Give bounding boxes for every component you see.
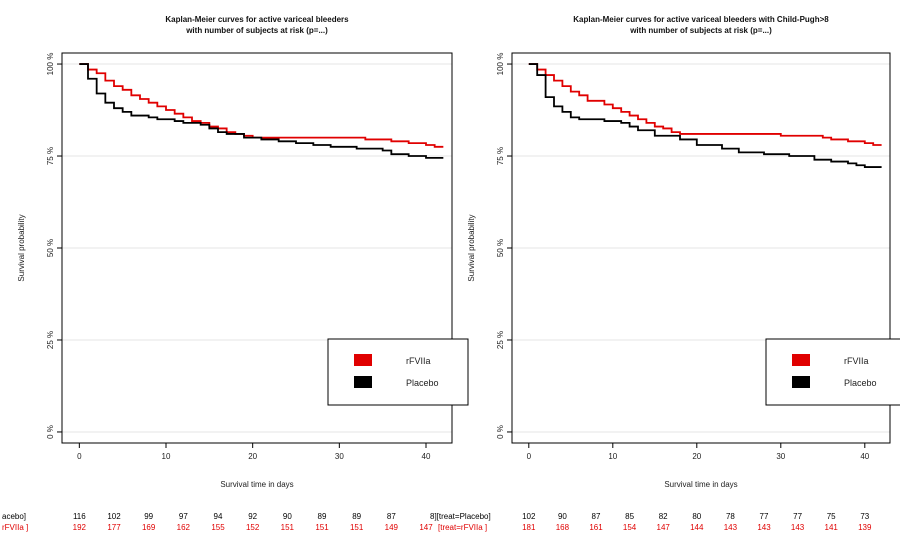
at-risk-rfviia: 149 (385, 523, 399, 532)
legend-swatch-rfviia (354, 354, 372, 366)
at-risk-rfviia: 143 (724, 523, 738, 532)
chart-subtitle: with number of subjects at risk (p=...) (629, 26, 772, 35)
at-risk-rfviia: 151 (350, 523, 364, 532)
at-risk-rfviia: 169 (142, 523, 156, 532)
y-tick-label: 0 % (496, 425, 505, 439)
at-risk-rfviia: 151 (315, 523, 329, 532)
y-tick-label: 100 % (496, 53, 505, 76)
x-tick-label: 30 (335, 452, 344, 461)
at-risk-rfviia: 154 (623, 523, 637, 532)
at-risk-placebo: 87 (592, 512, 601, 521)
legend-label-placebo: Placebo (406, 378, 439, 388)
at-risk-rfviia: 181 (522, 523, 536, 532)
y-tick-label: 75 % (496, 147, 505, 165)
y-axis-label: Survival probability (467, 214, 476, 281)
at-risk-label-placebo: acebo] (2, 512, 26, 521)
legend-box (765, 338, 900, 406)
y-tick-label: 50 % (496, 239, 505, 257)
y-tick-label: 25 % (496, 331, 505, 349)
y-axis-label: Survival probability (17, 214, 26, 281)
x-tick-label: 20 (692, 452, 701, 461)
x-tick-label: 0 (77, 452, 82, 461)
survival-curve-rfviia (528, 63, 882, 146)
x-tick-label: 10 (162, 452, 171, 461)
y-tick-label: 0 % (46, 425, 55, 439)
at-risk-placebo: 82 (659, 512, 668, 521)
at-risk-placebo: 90 (283, 512, 292, 521)
at-risk-placebo: 77 (760, 512, 769, 521)
survival-curve-rfviia (79, 63, 444, 148)
legend-swatch-placebo (792, 376, 810, 388)
legend-swatch-rfviia (792, 354, 810, 366)
x-tick-label: 10 (608, 452, 617, 461)
at-risk-placebo: 89 (318, 512, 327, 521)
at-risk-placebo: 75 (827, 512, 836, 521)
at-risk-placebo: 80 (692, 512, 701, 521)
at-risk-placebo: 102 (522, 512, 536, 521)
at-risk-rfviia: 147 (419, 523, 433, 532)
survival-curve-placebo (528, 63, 882, 168)
chart-title: Kaplan-Meier curves for active variceal … (573, 15, 829, 24)
legend-swatch-placebo (354, 376, 372, 388)
at-risk-placebo: 78 (726, 512, 735, 521)
legend-box (327, 338, 469, 406)
at-risk-rfviia: 143 (791, 523, 805, 532)
at-risk-placebo: 99 (144, 512, 153, 521)
x-tick-label: 20 (248, 452, 257, 461)
chart-panel-1: Kaplan-Meier curves for active variceal … (2, 15, 491, 532)
x-tick-label: 30 (776, 452, 785, 461)
at-risk-rfviia: 139 (858, 523, 872, 532)
at-risk-label-rfviia: rFVIIa ] (2, 523, 28, 532)
legend-label-rfviia: rFVIIa (844, 356, 869, 366)
at-risk-placebo: 92 (248, 512, 257, 521)
at-risk-placebo: 89 (352, 512, 361, 521)
at-risk-rfviia: 155 (211, 523, 225, 532)
at-risk-placebo: 97 (179, 512, 188, 521)
survival-curve-placebo (79, 63, 444, 159)
x-tick-label: 40 (422, 452, 431, 461)
at-risk-placebo: 73 (860, 512, 869, 521)
y-tick-label: 25 % (46, 331, 55, 349)
at-risk-rfviia: 152 (246, 523, 260, 532)
at-risk-rfviia: 161 (589, 523, 603, 532)
at-risk-rfviia: 143 (757, 523, 771, 532)
at-risk-rfviia: 192 (73, 523, 87, 532)
at-risk-rfviia: 177 (107, 523, 121, 532)
at-risk-placebo: 94 (214, 512, 223, 521)
at-risk-rfviia: 144 (690, 523, 704, 532)
at-risk-rfviia: 162 (177, 523, 191, 532)
y-tick-label: 100 % (46, 53, 55, 76)
at-risk-label-placebo-right: 8][treat=Placebo] (430, 512, 491, 521)
y-tick-label: 50 % (46, 239, 55, 257)
x-tick-label: 0 (527, 452, 532, 461)
legend: rFVIIa Placebo (327, 338, 469, 406)
chart-title: Kaplan-Meier curves for active variceal … (165, 15, 349, 24)
at-risk-rfviia: 141 (825, 523, 839, 532)
y-tick-label: 75 % (46, 147, 55, 165)
at-risk-placebo: 87 (387, 512, 396, 521)
at-risk-rfviia: 168 (556, 523, 570, 532)
at-risk-placebo: 90 (558, 512, 567, 521)
at-risk-label-rfviia-right: [treat=rFVIIa ] (438, 523, 487, 532)
at-risk-rfviia: 151 (281, 523, 295, 532)
chart-subtitle: with number of subjects at risk (p=...) (185, 26, 328, 35)
at-risk-placebo: 85 (625, 512, 634, 521)
x-axis-label: Survival time in days (664, 480, 737, 489)
at-risk-placebo: 77 (793, 512, 802, 521)
at-risk-placebo: 102 (107, 512, 121, 521)
legend-label-placebo: Placebo (844, 378, 877, 388)
at-risk-placebo: 116 (73, 512, 86, 521)
at-risk-rfviia: 147 (657, 523, 671, 532)
legend: rFVIIa Placebo (765, 338, 900, 406)
x-tick-label: 40 (860, 452, 869, 461)
x-axis-label: Survival time in days (220, 480, 293, 489)
chart-panel-2: Kaplan-Meier curves for active variceal … (467, 15, 900, 532)
legend-label-rfviia: rFVIIa (406, 356, 431, 366)
